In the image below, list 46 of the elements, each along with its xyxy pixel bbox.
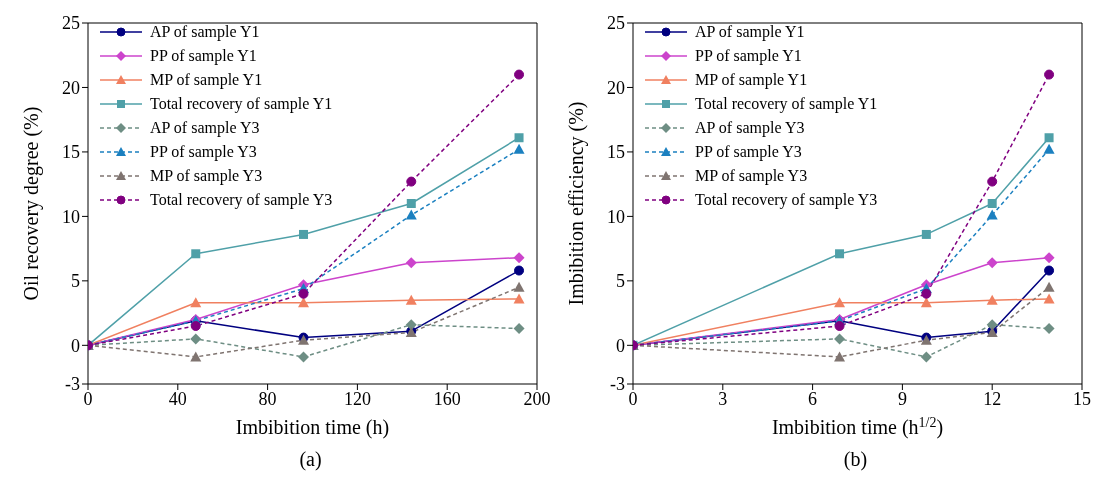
y-tick-label: 15 bbox=[607, 142, 625, 163]
x-tick-label: 120 bbox=[343, 388, 371, 409]
x-tick-label: 6 bbox=[808, 388, 818, 409]
x-tick-label: 40 bbox=[168, 388, 187, 409]
legend-label: AP of sample Y1 bbox=[150, 22, 260, 43]
legend-label: MP of sample Y1 bbox=[150, 70, 263, 91]
x-tick-label: 12 bbox=[983, 388, 1002, 409]
text: (b) bbox=[842, 448, 869, 471]
x-tick-label: 80 bbox=[258, 388, 277, 409]
legend-label: MP of sample Y3 bbox=[150, 166, 263, 187]
y-tick-label: -3 bbox=[610, 374, 625, 395]
y-tick-label: 15 bbox=[62, 142, 80, 163]
x-axis-title: Imbibition time (h$^{1/2}$) bbox=[771, 414, 944, 439]
y-tick-label: 25 bbox=[62, 13, 80, 34]
y-tick-label: 10 bbox=[62, 206, 80, 227]
x-tick-label: 200 bbox=[523, 388, 551, 409]
y-tick-label: 5 bbox=[616, 271, 625, 292]
legend-label: PP of sample Y3 bbox=[695, 142, 802, 163]
x-tick-label: 160 bbox=[433, 388, 461, 409]
legend-label: AP of sample Y1 bbox=[695, 22, 805, 43]
legend-label: AP of sample Y3 bbox=[150, 118, 260, 139]
y-tick-label: 25 bbox=[607, 13, 625, 34]
x-tick-label: 3 bbox=[718, 388, 728, 409]
y-axis-title: Imbibition efficiency (%) bbox=[565, 101, 588, 306]
y-tick-label: -3 bbox=[65, 374, 80, 395]
legend-label: PP of sample Y1 bbox=[695, 46, 802, 67]
legend-label: MP of sample Y1 bbox=[695, 70, 808, 91]
y-tick-label: 0 bbox=[616, 335, 625, 356]
y-tick-label: 10 bbox=[607, 206, 625, 227]
legend-label: PP of sample Y3 bbox=[150, 142, 257, 163]
y-tick-label: 0 bbox=[71, 335, 80, 356]
legend-label: Total recovery of sample Y3 bbox=[150, 190, 333, 211]
legend-label: Total recovery of sample Y1 bbox=[150, 94, 333, 115]
y-tick-label: 20 bbox=[62, 77, 80, 98]
legend-label: AP of sample Y3 bbox=[695, 118, 805, 139]
legend-label: PP of sample Y1 bbox=[150, 46, 257, 67]
legend-label: Total recovery of sample Y3 bbox=[695, 190, 878, 211]
legend-label: Total recovery of sample Y1 bbox=[695, 94, 878, 115]
x-axis-title: Imbibition time (h) bbox=[235, 416, 390, 439]
x-tick-label: 9 bbox=[897, 388, 907, 409]
x-tick-label: 15 bbox=[1073, 388, 1091, 409]
y-tick-label: 5 bbox=[71, 271, 80, 292]
y-axis-title: Oil recovery degree (%) bbox=[20, 106, 43, 301]
text: (a) bbox=[298, 448, 323, 471]
legend-label: MP of sample Y3 bbox=[695, 166, 808, 187]
y-tick-label: 20 bbox=[607, 77, 625, 98]
